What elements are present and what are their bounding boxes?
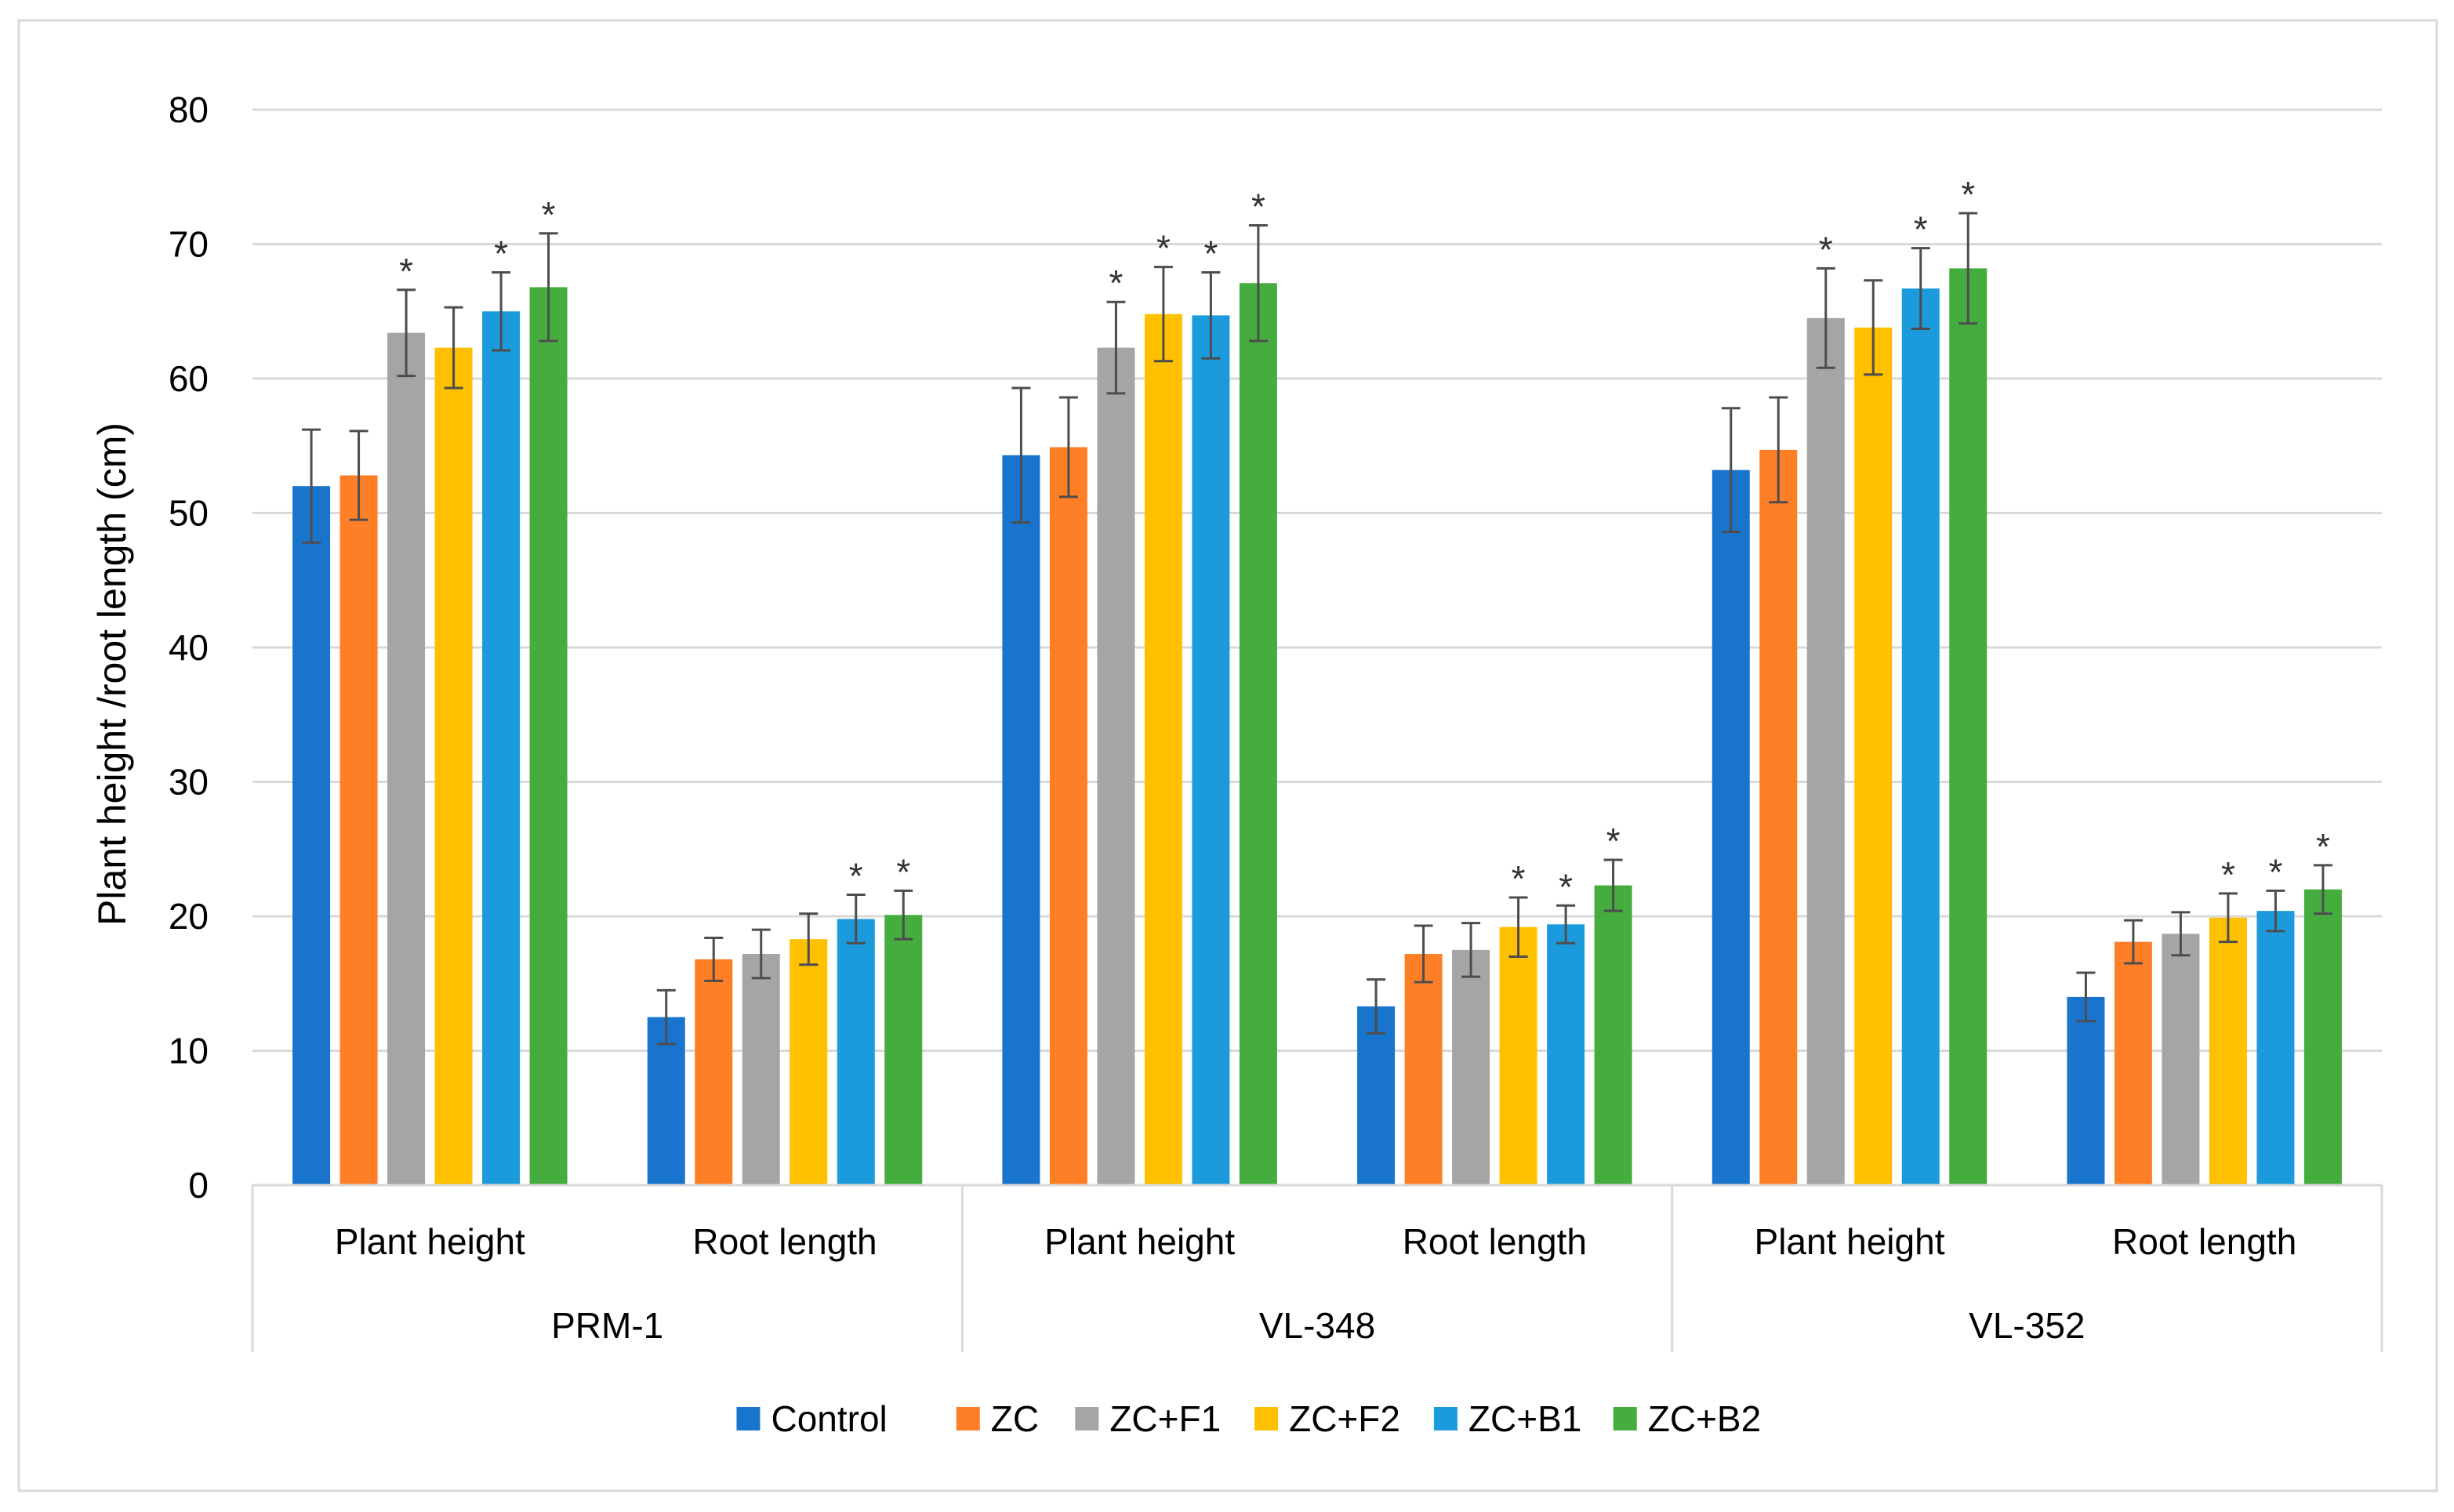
bars-layer: * * * * * * * * * * * * * * * * * * [292,174,2342,1186]
axis-layer: Plant height Root length Plant height Root … [251,1184,2383,1352]
legend-label-ZC+B2: ZC+B2 [1648,1398,1761,1439]
x-category-label-0: Plant height [335,1221,525,1262]
bar-ZC+F2-1 [790,939,828,1185]
bar-ZC+F2-5 [2209,917,2247,1185]
bar-Control-2 [1002,455,1040,1185]
x-category-label-1: Root length [692,1221,877,1262]
bar-ZC+B2-3 [1594,885,1632,1185]
significance-marker-ZC+F2-2: * [1156,228,1171,269]
x-category-label-4: Plant height [1755,1221,1945,1262]
bar-ZC+F1-0 [387,332,426,1186]
bar-ZC+B2-1 [884,915,923,1185]
y-tick-label-70: 70 [169,224,209,265]
bar-ZC+B2-2 [1239,283,1277,1185]
legend: Control ZC ZC+F1 ZC+F2 ZC+B1 ZC+B2 [736,1398,1761,1439]
bar-ZC-3 [1404,954,1443,1185]
bar-ZC+F1-2 [1097,347,1135,1186]
significance-marker-ZC+B2-0: * [542,194,556,235]
bar-ZC+B2-4 [1949,268,1988,1185]
bar-ZC+B2-5 [2303,889,2342,1185]
bar-Control-5 [2067,996,2105,1185]
bar-Control-3 [1357,1006,1396,1185]
significance-marker-ZC+F2-3: * [1512,858,1526,899]
bar-ZC-5 [2114,941,2152,1185]
bar-ZC+F2-4 [1854,327,1893,1186]
y-tick-label-50: 50 [169,493,209,534]
y-tick-label-20: 20 [169,896,209,937]
significance-marker-ZC+F1-0: * [399,251,413,292]
bar-ZC-4 [1759,449,1798,1185]
bar-ZC+F1-5 [2162,934,2200,1185]
bar-ZC+F1-1 [742,954,780,1185]
y-tick-label-80: 80 [169,89,209,130]
bar-ZC+F2-3 [1499,926,1537,1185]
significance-marker-ZC+B2-4: * [1961,174,1975,215]
legend-swatch-ZC+F2 [1254,1407,1279,1430]
bar-ZC+B1-2 [1192,315,1230,1185]
legend-swatch-ZC+B2 [1613,1407,1637,1430]
x-category-label-2: Plant height [1044,1221,1235,1262]
bar-ZC-0 [339,475,378,1185]
significance-marker-ZC+B1-4: * [1914,209,1928,250]
significance-marker-ZC+B2-5: * [2316,826,2330,867]
significance-marker-ZC+F2-5: * [2221,854,2235,895]
significance-marker-ZC+B2-1: * [896,851,910,892]
y-axis-title: Plant height /root length (cm) [90,422,134,926]
legend-swatch-Control [736,1407,761,1430]
significance-marker-ZC+B1-1: * [849,856,863,897]
x-category-label-3: Root length [1403,1221,1587,1262]
bar-ZC+B1-4 [1901,288,1940,1186]
bar-ZC-1 [695,959,733,1185]
significance-marker-ZC+B1-0: * [494,234,508,274]
x-category-label-5: Root length [2112,1221,2296,1262]
x-group-label-2: VL-352 [1969,1305,2085,1346]
bar-ZC+B1-5 [2256,911,2295,1185]
bar-ZC+F1-4 [1806,317,1845,1186]
y-tick-label-60: 60 [169,358,209,399]
y-tick-label-30: 30 [169,762,209,803]
legend-label-ZC+F1: ZC+F1 [1109,1398,1221,1439]
significance-marker-ZC+F1-4: * [1819,229,1833,270]
bar-Control-0 [292,486,331,1185]
legend-label-ZC+B1: ZC+B1 [1468,1398,1581,1439]
y-tick-label-40: 40 [169,627,209,668]
bar-ZC+F2-0 [434,347,473,1186]
bar-ZC+B1-3 [1547,924,1585,1185]
legend-label-ZC+F2: ZC+F2 [1289,1398,1400,1439]
bar-ZC+B1-0 [482,311,521,1185]
significance-marker-ZC+B2-3: * [1606,821,1621,861]
bar-Control-4 [1712,470,1750,1185]
y-tick-label-0: 0 [188,1165,209,1206]
x-group-label-1: VL-348 [1259,1305,1375,1346]
bar-ZC+F2-2 [1144,314,1182,1186]
legend-label-ZC: ZC [991,1398,1039,1439]
x-group-label-0: PRM-1 [551,1305,663,1346]
bar-ZC+B2-0 [529,287,568,1185]
significance-marker-ZC+B1-5: * [2268,851,2282,892]
legend-swatch-ZC+B1 [1433,1407,1458,1430]
bar-ZC+F1-3 [1452,949,1490,1185]
legend-label-Control: Control [771,1398,887,1439]
significance-marker-ZC+B1-2: * [1203,234,1218,274]
y-tick-label-10: 10 [169,1031,209,1071]
legend-swatch-ZC+F1 [1075,1407,1099,1430]
bar-ZC-2 [1049,447,1087,1185]
significance-marker-ZC+B2-2: * [1251,186,1265,227]
significance-marker-ZC+F1-2: * [1109,263,1123,303]
significance-marker-ZC+B1-3: * [1559,866,1573,907]
legend-swatch-ZC [956,1407,980,1430]
bar-ZC+B1-1 [837,919,875,1185]
